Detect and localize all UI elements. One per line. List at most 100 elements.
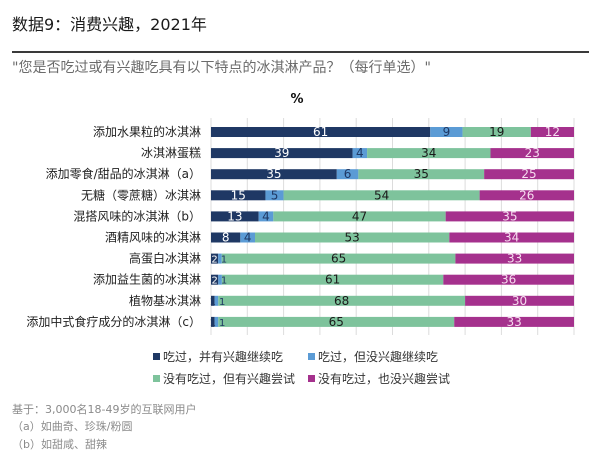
legend-swatch [153, 375, 160, 382]
category-label: 添加中式食疗成分的冰淇淋（c） [26, 314, 201, 329]
legend-item-not-ate-not-interested: 没有吃过，也没兴趣尝试 [308, 370, 450, 387]
footnote-a: （a）如曲奇、珍珠/粉圆 [12, 420, 133, 433]
data-label: 1 [219, 297, 225, 308]
data-label: 65 [331, 252, 346, 266]
bar-segment [211, 211, 259, 222]
category-label: 冰淇淋蛋糕 [141, 146, 201, 160]
legend-swatch [308, 353, 315, 360]
bar-segment [465, 295, 574, 306]
bar-segment [218, 253, 222, 264]
bar-segment [530, 127, 574, 137]
data-label: 35 [502, 209, 517, 223]
data-label: 54 [374, 188, 389, 202]
category-label: 添加水果粒的冰淇淋 [93, 124, 201, 139]
data-label: 23 [525, 146, 540, 160]
category-label: 添加益生菌的冰淇淋 [93, 272, 201, 287]
data-label: 13 [227, 209, 242, 223]
bar-segment [455, 253, 574, 264]
data-label: 35 [414, 167, 429, 181]
survey-question: "您是否吃过或有兴趣吃具有以下特点的冰淇淋产品？（每行单选）" [12, 60, 431, 76]
bar-segment [211, 148, 353, 159]
bar-segment [214, 316, 219, 327]
legend-label: 吃过，但没兴趣继续吃 [318, 350, 439, 364]
data-label: 19 [489, 125, 504, 139]
bar-segment [211, 232, 241, 243]
bar-segment [462, 127, 531, 137]
legend-swatch [153, 353, 160, 360]
bar-segment [240, 232, 255, 243]
data-label: 47 [352, 209, 367, 223]
data-label: 15 [231, 188, 246, 202]
data-label: 1 [210, 318, 216, 329]
footnote-b: （b）如甜咸、甜辣 [12, 438, 107, 451]
category-label: 酒精风味的冰淇淋 [105, 230, 201, 245]
data-label: 35 [266, 167, 281, 181]
bar-segment [255, 232, 450, 243]
bar-segment [273, 211, 446, 222]
bar-segment [490, 148, 574, 159]
bar-segment [211, 127, 431, 137]
category-label: 添加零食/甜品的冰淇淋（a） [46, 166, 201, 181]
data-label: 6 [344, 167, 352, 181]
data-label: 33 [506, 315, 521, 329]
legend-swatch [308, 375, 315, 382]
legend-label: 没有吃过，也没兴趣尝试 [318, 372, 451, 386]
bar-segment [211, 274, 219, 285]
data-label: 4 [262, 209, 270, 223]
bar-segment [221, 274, 444, 285]
category-label: 无糖（零蔗糖）冰淇淋 [81, 187, 201, 202]
bar-segment [214, 295, 219, 306]
page-title: 数据9：消费兴趣，2021年 [12, 15, 207, 34]
bar-segment [211, 295, 215, 306]
data-label: 1 [210, 297, 216, 308]
bar-segment [258, 211, 274, 222]
bars [211, 127, 574, 327]
data-label: 5 [271, 188, 279, 202]
data-label: 8 [222, 231, 230, 245]
bar-segment [358, 169, 485, 180]
legend-label: 没有吃过，但有兴趣尝试 [163, 372, 296, 386]
bar-segment [211, 169, 337, 180]
bar-segment [443, 274, 574, 285]
data-label: 9 [443, 125, 451, 139]
data-label: 34 [421, 146, 436, 160]
legend-item-ate-will-continue: 吃过，并有兴趣继续吃 [153, 348, 283, 365]
bar-segment [449, 232, 574, 243]
bar-segment [218, 295, 466, 306]
bar-segment [367, 148, 491, 159]
data-label: 33 [507, 252, 522, 266]
data-label: 53 [345, 231, 360, 245]
data-label: 26 [519, 188, 534, 202]
bar-segment [336, 169, 359, 180]
data-label: 65 [329, 315, 344, 329]
bar-segment [211, 253, 219, 264]
category-label: 植物基冰淇淋 [129, 293, 201, 308]
bar-segment [484, 169, 574, 180]
data-label: 36 [501, 273, 516, 287]
bar-segment [265, 190, 284, 201]
data-label: 4 [244, 231, 252, 245]
legend-item-not-ate-interested: 没有吃过，但有兴趣尝试 [153, 370, 295, 387]
data-label: 68 [334, 294, 349, 308]
legend-item-ate-no-interest: 吃过，但没兴趣继续吃 [308, 348, 438, 365]
data-label: 4 [356, 146, 364, 160]
category-label: 高蛋白冰淇淋 [129, 251, 201, 266]
bar-segment [218, 274, 222, 285]
data-label: 61 [313, 125, 328, 139]
bar-segment [352, 148, 368, 159]
data-label: 1 [221, 276, 227, 287]
data-label: 61 [325, 273, 340, 287]
bar-segment [221, 253, 456, 264]
bar-segment [211, 316, 215, 327]
bar-segment [430, 127, 463, 137]
bar-segment [211, 190, 266, 201]
bar-segment [283, 190, 480, 201]
data-label: 2 [211, 276, 217, 287]
data-label: 34 [504, 231, 519, 245]
data-label: 2 [211, 255, 217, 266]
bar-segment [218, 316, 455, 327]
data-label: 39 [274, 146, 289, 160]
footer-base-note: 基于：3,000名18-49岁的互联网用户 [12, 403, 197, 416]
bar-segment [479, 190, 574, 201]
